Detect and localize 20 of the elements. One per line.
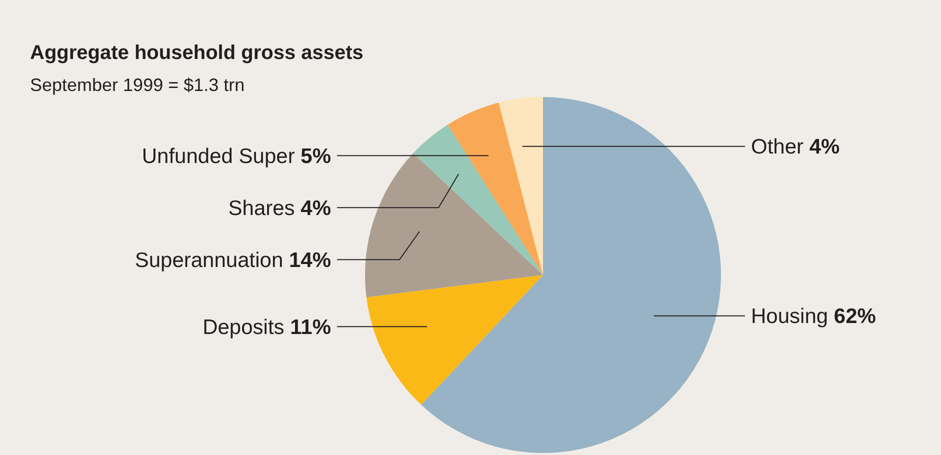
slice-label: Other [751, 136, 804, 159]
pie-slice [498, 97, 543, 275]
pie-slice [366, 275, 543, 405]
slice-label: Deposits [202, 316, 284, 339]
chart-subtitle: September 1999 = $1.3 trn [30, 75, 245, 96]
data-label: 14% [283, 249, 332, 272]
slice-label: Superannuation [134, 249, 284, 272]
pie-slice [421, 97, 721, 453]
pie-slice [365, 153, 543, 298]
pie-slice [413, 124, 543, 275]
slice-label: Shares [228, 197, 295, 220]
slice-label: Housing [751, 305, 828, 328]
data-label: 5% [294, 145, 332, 168]
slice-label: Unfunded Super [142, 145, 295, 168]
data-label: 62% [828, 305, 876, 328]
pie-slice [448, 102, 543, 275]
data-label: 4% [804, 136, 840, 159]
chart-title: Aggregate household gross assets [30, 42, 364, 65]
data-label: 11% [284, 316, 332, 339]
data-label: 4% [294, 197, 332, 220]
